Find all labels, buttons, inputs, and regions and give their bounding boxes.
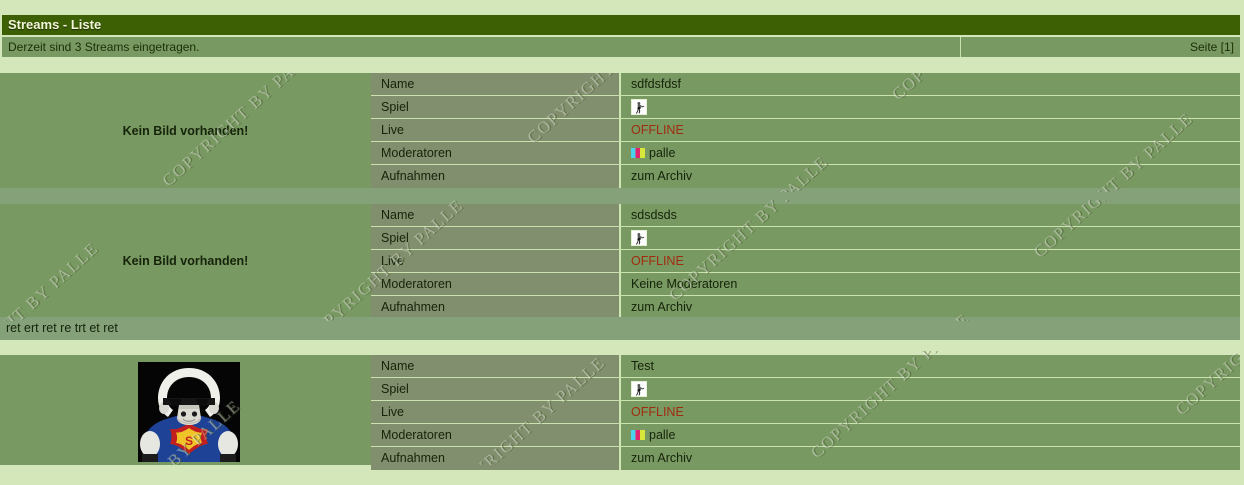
svg-text:S: S	[185, 434, 193, 448]
